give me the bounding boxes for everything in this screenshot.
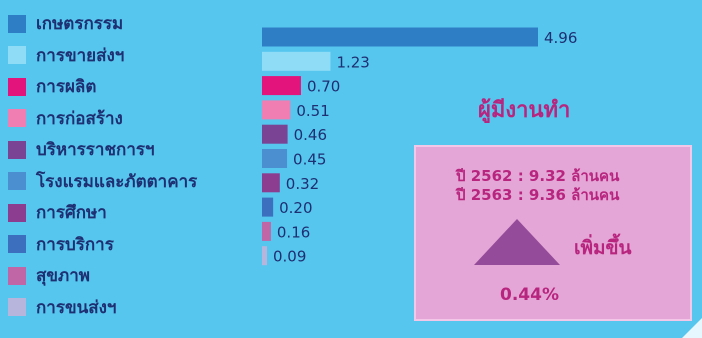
bar-8 bbox=[262, 221, 271, 241]
corner-fold-decoration bbox=[682, 318, 702, 338]
legend-item-hotels-restaurants: โรงแรมและภัตตาคาร bbox=[8, 166, 197, 198]
legend-label: การขายส่งฯ bbox=[36, 45, 125, 66]
employment-info-box: ปี 2562 : 9.32 ล้านคน ปี 2563 : 9.36 ล้า… bbox=[414, 145, 692, 321]
bar-3 bbox=[262, 100, 291, 120]
increase-label: เพิ่มขึ้น bbox=[574, 237, 632, 259]
legend-item-manufacturing: การผลิต bbox=[8, 71, 197, 103]
legend-label: การก่อสร้าง bbox=[36, 108, 123, 129]
legend-label: โรงแรมและภัตตาคาร bbox=[36, 171, 198, 192]
bar-1 bbox=[262, 51, 331, 71]
legend-swatch bbox=[8, 172, 26, 191]
legend-swatch bbox=[8, 77, 26, 96]
legend-item-construction: การก่อสร้าง bbox=[8, 103, 197, 135]
legend-item-public-admin: บริหารราชการฯ bbox=[8, 134, 197, 166]
legend-label: การศึกษา bbox=[36, 203, 107, 224]
bar-0 bbox=[262, 27, 538, 47]
legend-swatch bbox=[8, 140, 26, 159]
legend-swatch bbox=[8, 46, 26, 65]
increase-triangle-icon bbox=[474, 219, 560, 265]
legend-label: การบริการ bbox=[36, 234, 114, 255]
legend-swatch bbox=[8, 266, 26, 285]
legend-label: บริหารราชการฯ bbox=[36, 140, 155, 161]
legend-label: การผลิต bbox=[36, 77, 97, 98]
bar-2 bbox=[262, 76, 301, 96]
bar-value-label-6: 0.32 bbox=[286, 175, 319, 193]
legend-swatch bbox=[8, 235, 26, 254]
increase-percent: 0.44% bbox=[500, 285, 559, 305]
legend-swatch bbox=[8, 14, 26, 33]
legend-item-transport: การขนส่งฯ bbox=[8, 292, 197, 324]
legend-swatch bbox=[8, 109, 26, 128]
employed-headline: ผู้มีงานทำ bbox=[478, 98, 571, 123]
bar-9 bbox=[262, 246, 268, 266]
bar-value-label-3: 0.51 bbox=[296, 102, 329, 120]
bar-value-label-1: 1.23 bbox=[336, 53, 369, 71]
legend-item-agriculture: เกษตรกรรม bbox=[8, 8, 197, 40]
bar-7 bbox=[262, 197, 274, 217]
legend-label: การขนส่งฯ bbox=[36, 297, 117, 318]
year-2562-stat: ปี 2562 : 9.32 ล้านคน bbox=[456, 167, 620, 185]
year-2563-stat: ปี 2563 : 9.36 ล้านคน bbox=[456, 186, 620, 204]
bar-value-label-2: 0.70 bbox=[307, 78, 340, 96]
bar-5 bbox=[262, 149, 288, 168]
bar-value-label-7: 0.20 bbox=[279, 199, 312, 217]
bar-value-label-8: 0.16 bbox=[277, 223, 310, 241]
legend-item-education: การศึกษา bbox=[8, 197, 197, 229]
bar-value-label-9: 0.09 bbox=[273, 248, 306, 266]
bar-value-label-0: 4.96 bbox=[544, 29, 577, 47]
legend-item-wholesale: การขายส่งฯ bbox=[8, 40, 197, 72]
legend-swatch bbox=[8, 298, 26, 317]
legend-label: เกษตรกรรม bbox=[36, 14, 124, 35]
legend-item-health: สุขภาพ bbox=[8, 260, 197, 292]
legend-label: สุขภาพ bbox=[36, 266, 90, 287]
chart-legend: เกษตรกรรม การขายส่งฯ การผลิต การก่อสร้าง… bbox=[8, 8, 197, 323]
bar-value-label-5: 0.45 bbox=[293, 151, 326, 169]
legend-swatch bbox=[8, 203, 26, 222]
bar-6 bbox=[262, 173, 280, 193]
bar-value-label-4: 0.46 bbox=[294, 126, 327, 144]
bar-4 bbox=[262, 124, 288, 144]
legend-item-services: การบริการ bbox=[8, 229, 197, 261]
